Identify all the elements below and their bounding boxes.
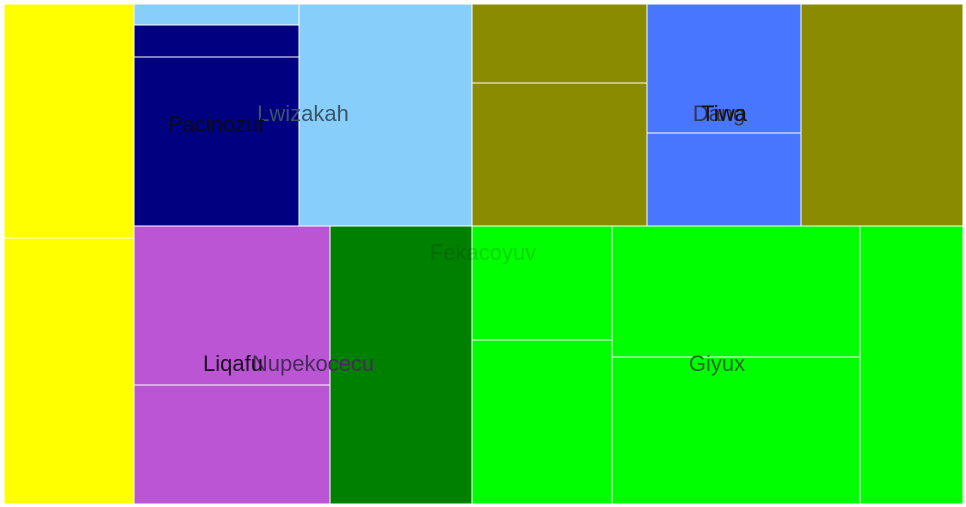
- treemap-tile-lwizakah[interactable]: [133, 3, 300, 26]
- treemap-tile-giyux[interactable]: [471, 339, 613, 505]
- treemap-label-dang: Dang: [693, 101, 746, 126]
- treemap-tile-tiwa[interactable]: [471, 3, 648, 84]
- treemap-label-lwizakah: Lwizakah: [257, 101, 349, 126]
- treemap-tile-lwizakah[interactable]: [298, 3, 473, 227]
- treemap-tile-tiwa[interactable]: [646, 132, 802, 227]
- treemap-tile-liqafu[interactable]: [133, 384, 331, 505]
- treemap-tile-giyux[interactable]: [471, 225, 613, 341]
- treemap-tile-tiwa[interactable]: [646, 3, 802, 134]
- treemap-tile-lwizakah[interactable]: [133, 24, 300, 58]
- treemap-label-giyux: Giyux: [689, 351, 745, 376]
- treemap-tile-giyux[interactable]: [859, 225, 964, 505]
- treemap-root-label: Fekacoyuv: [430, 240, 536, 265]
- treemap-label-nupekocecu: Nupekocecu: [252, 351, 374, 376]
- treemap-tile-giyux[interactable]: [611, 356, 861, 505]
- treemap-label-liqafu: Liqafu: [203, 351, 263, 376]
- treemap-tile-liqafu[interactable]: [133, 225, 331, 386]
- treemap-label-tiwa: Tiwa: [701, 101, 747, 126]
- treemap-label-pacinozut: Pacinozut: [168, 112, 265, 137]
- treemap-tile-tiwa[interactable]: [471, 82, 648, 227]
- treemap-tile-liqafu[interactable]: [3, 3, 135, 239]
- treemap-tile-liqafu[interactable]: [3, 237, 135, 505]
- treemap-tile-dang[interactable]: [800, 3, 964, 227]
- treemap-tile-nupekocecu[interactable]: [329, 225, 473, 505]
- treemap-tile-giyux[interactable]: [611, 225, 861, 358]
- treemap-tile-pacinozut[interactable]: [133, 56, 300, 227]
